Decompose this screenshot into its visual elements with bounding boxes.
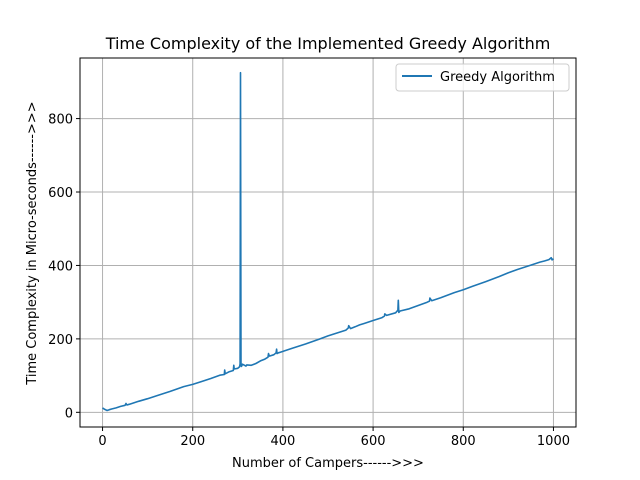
legend-label: Greedy Algorithm — [440, 70, 555, 85]
y-tick-label: 400 — [48, 259, 73, 274]
x-axis-label: Number of Campers------>>> — [232, 456, 424, 471]
x-tick-label: 0 — [98, 434, 106, 449]
y-axis-label: Time Complexity in Micro-seconds------>>… — [25, 101, 40, 385]
x-tick-label: 1000 — [537, 434, 570, 449]
legend-box — [395, 63, 570, 92]
ticks: 0 200 400 600 800 1000 0 200 400 600 800 — [48, 113, 570, 449]
y-tick-label: 600 — [48, 186, 73, 201]
grid — [80, 58, 576, 427]
y-tick-label: 0 — [65, 406, 73, 421]
x-tick-label: 800 — [451, 434, 476, 449]
x-tick-label: 200 — [180, 434, 205, 449]
x-tick-label: 600 — [361, 434, 386, 449]
series-layer — [102, 71, 554, 412]
series-line-greedy-algorithm — [102, 71, 554, 412]
axes-frame — [79, 57, 577, 428]
legend: Greedy Algorithm — [395, 63, 570, 92]
y-tick-label: 800 — [48, 113, 73, 128]
x-tick-label: 400 — [270, 434, 295, 449]
chart-title: Time Complexity of the Implemented Greed… — [105, 34, 551, 53]
y-tick-label: 200 — [48, 333, 73, 348]
